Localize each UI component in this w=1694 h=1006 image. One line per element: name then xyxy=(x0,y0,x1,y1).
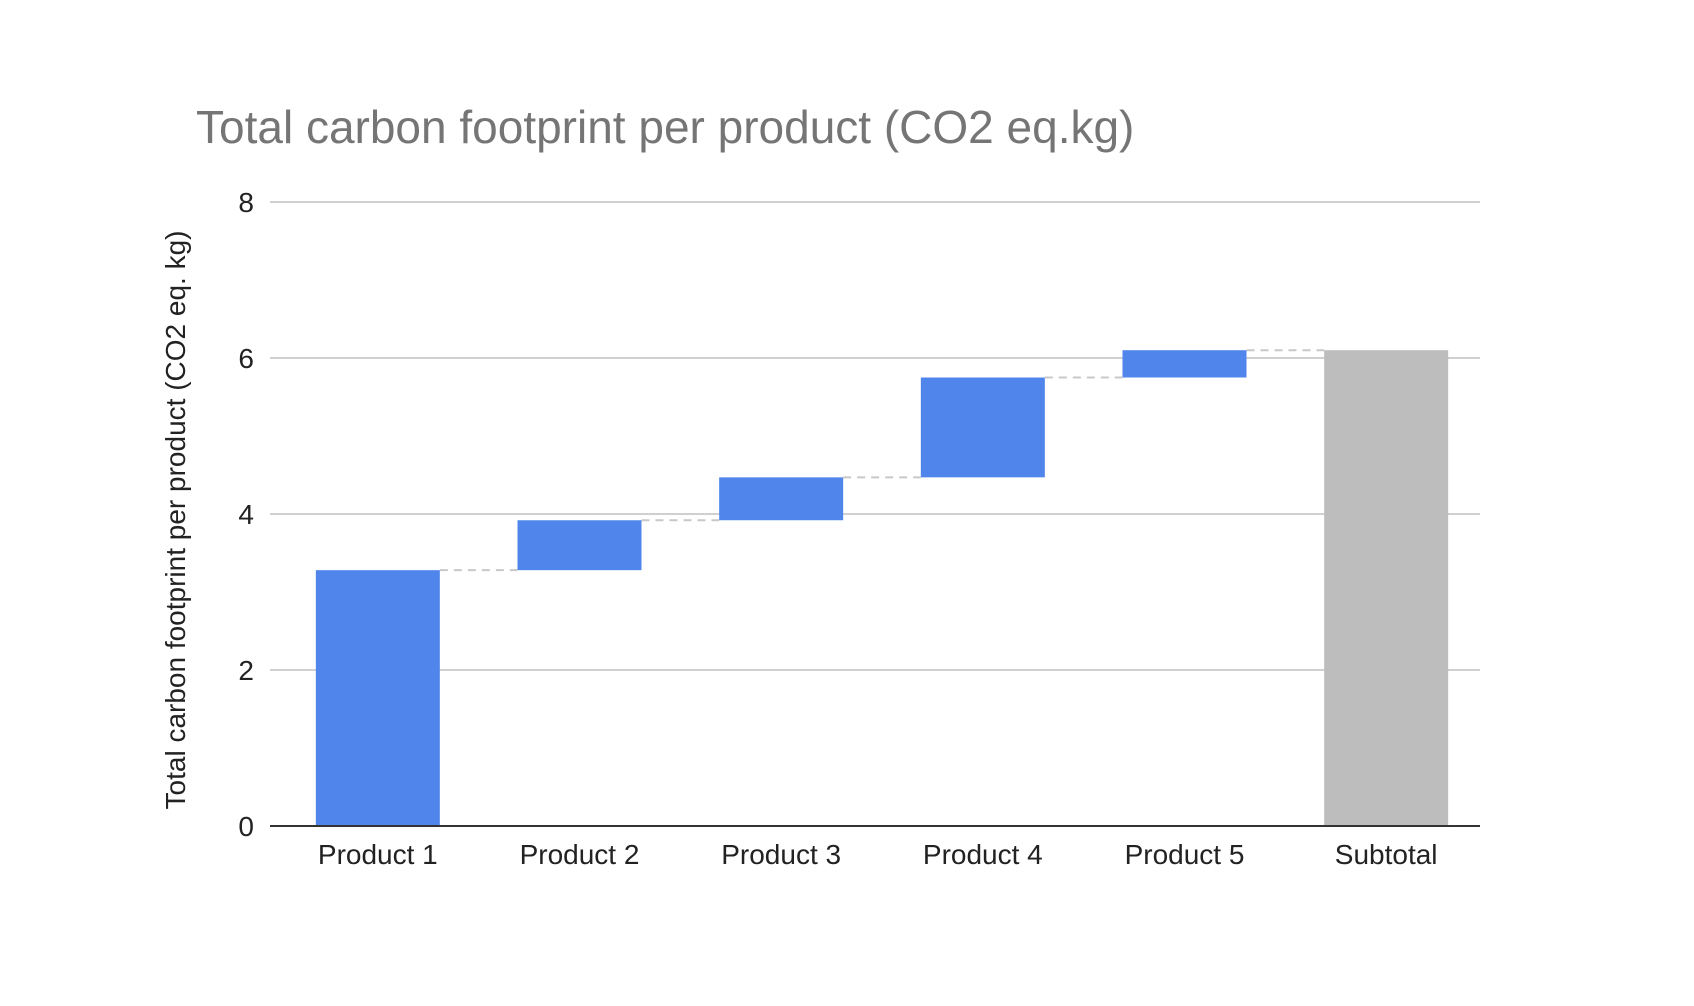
x-tick-label: Product 5 xyxy=(1125,839,1245,870)
x-tick-label: Product 3 xyxy=(721,839,841,870)
gridlines xyxy=(270,201,1480,671)
y-tick-label: 8 xyxy=(238,187,254,218)
x-tick-label: Subtotal xyxy=(1335,839,1438,870)
x-tick-label: Product 2 xyxy=(520,839,640,870)
bar-4 xyxy=(920,377,1045,478)
y-tick-label: 0 xyxy=(238,811,254,842)
bar-3 xyxy=(719,477,844,521)
y-axis-title: Total carbon footprint per product (CO2 … xyxy=(160,231,191,810)
chart-title: Total carbon footprint per product (CO2 … xyxy=(196,101,1135,153)
bar-5 xyxy=(1122,350,1247,378)
y-tick-label: 6 xyxy=(238,343,254,374)
y-tick-label: 2 xyxy=(238,655,254,686)
tick-labels: 0 2 4 6 8 Product 1 Product 2 Product 3 Product … xyxy=(238,187,1437,870)
bar-1 xyxy=(315,570,440,826)
y-tick-label: 4 xyxy=(238,499,254,530)
x-tick-label: Product 4 xyxy=(923,839,1043,870)
bar-subtotal xyxy=(1324,350,1449,826)
bar-2 xyxy=(517,520,642,571)
x-tick-label: Product 1 xyxy=(318,839,438,870)
bars xyxy=(315,350,1449,826)
